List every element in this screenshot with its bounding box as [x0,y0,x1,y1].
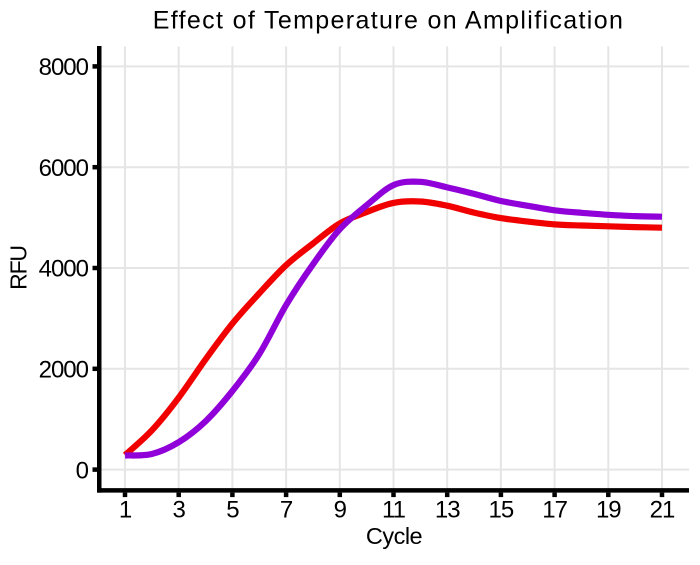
svg-text:7: 7 [280,497,293,524]
svg-text:0: 0 [76,457,89,484]
svg-text:13: 13 [435,497,460,524]
svg-text:6000: 6000 [39,155,89,182]
svg-text:4000: 4000 [39,256,89,283]
svg-text:9: 9 [334,497,347,524]
svg-text:RFU: RFU [6,246,32,290]
svg-text:Cycle: Cycle [366,523,423,549]
svg-text:3: 3 [173,497,186,524]
svg-text:15: 15 [489,497,514,524]
svg-text:21: 21 [650,497,675,524]
svg-text:5: 5 [226,497,239,524]
svg-text:19: 19 [596,497,621,524]
svg-text:8000: 8000 [39,54,89,81]
svg-text:1: 1 [119,497,132,524]
svg-text:11: 11 [382,497,406,524]
svg-text:17: 17 [542,497,567,524]
svg-text:Effect of Temperature on Ampli: Effect of Temperature on Amplification [153,7,624,35]
svg-text:2000: 2000 [39,357,89,384]
